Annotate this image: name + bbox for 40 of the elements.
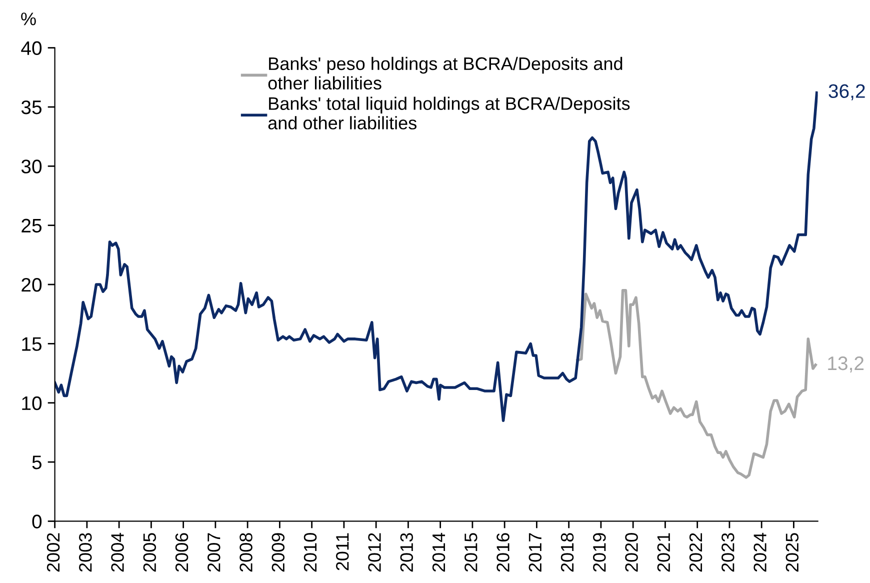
x-tick-label: 2019 xyxy=(593,533,606,572)
y-axis-title: % xyxy=(21,12,36,26)
y-tick-label: 40 xyxy=(21,41,42,56)
annotation: 36,2 xyxy=(828,84,865,100)
x-tick-label: 2014 xyxy=(432,532,446,572)
x-tick-label: 2021 xyxy=(657,533,670,572)
x-tick-label: 2023 xyxy=(722,533,734,572)
x-tick-label: 2003 xyxy=(78,533,92,572)
y-tick-label: 20 xyxy=(22,278,42,292)
x-tick-label: 2025 xyxy=(786,533,799,572)
x-tick-label: 2017 xyxy=(528,533,542,572)
x-tick-label: 2007 xyxy=(208,533,220,572)
y-tick-label: 5 xyxy=(32,456,42,470)
x-tick-label: 2012 xyxy=(368,533,381,572)
legend-label: Banks' total liquid holdings at BCRA/Deposits and other liabilities xyxy=(268,96,630,130)
x-tick-label: 2004 xyxy=(111,532,124,572)
x-tick-label: 2022 xyxy=(689,533,702,572)
y-tick-label: 10 xyxy=(22,396,42,410)
line-series xyxy=(54,91,818,422)
annotation: 13,2 xyxy=(828,356,864,372)
x-tick-label: 2018 xyxy=(560,533,574,572)
x-tick-label: 2011 xyxy=(336,533,349,570)
line-series xyxy=(576,289,817,479)
x-tick-label: 2020 xyxy=(625,533,638,572)
x-tick-label: 2009 xyxy=(272,533,285,572)
y-tick-label: 15 xyxy=(22,337,42,351)
x-tick-label: 2013 xyxy=(400,533,414,572)
x-tick-label: 2016 xyxy=(496,533,510,572)
x-tick-label: 2006 xyxy=(175,533,188,572)
x-tick-label: 2024 xyxy=(754,532,766,572)
x-tick-label: 2005 xyxy=(143,533,156,572)
x-tick-label: 2010 xyxy=(304,533,317,572)
x-tick-label: 2015 xyxy=(464,533,478,572)
y-tick-label: 0 xyxy=(32,514,42,528)
y-tick-label: 25 xyxy=(22,218,42,233)
legend-label: Banks' peso holdings at BCRA/Deposits and other liabilities xyxy=(268,56,622,90)
y-tick-label: 30 xyxy=(21,160,42,174)
x-tick-label: 2008 xyxy=(240,533,252,572)
y-tick-label: 35 xyxy=(21,100,42,114)
x-tick-label: 2002 xyxy=(46,533,60,572)
